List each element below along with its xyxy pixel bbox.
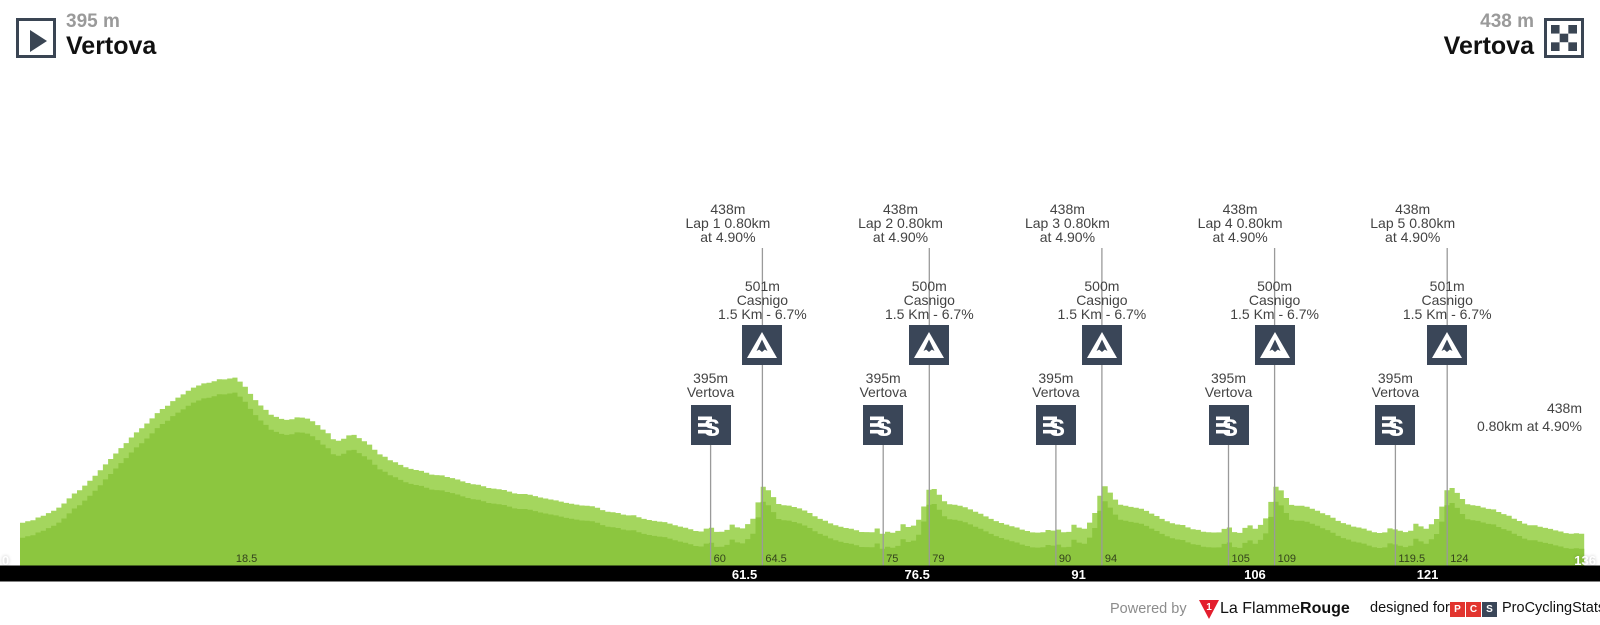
- svg-text:S: S: [876, 415, 892, 442]
- svg-text:S: S: [1049, 415, 1065, 442]
- svg-text:S: S: [1388, 415, 1404, 442]
- svg-text:S: S: [704, 415, 720, 442]
- svg-text:1: 1: [1206, 602, 1212, 613]
- svg-text:S: S: [1221, 415, 1237, 442]
